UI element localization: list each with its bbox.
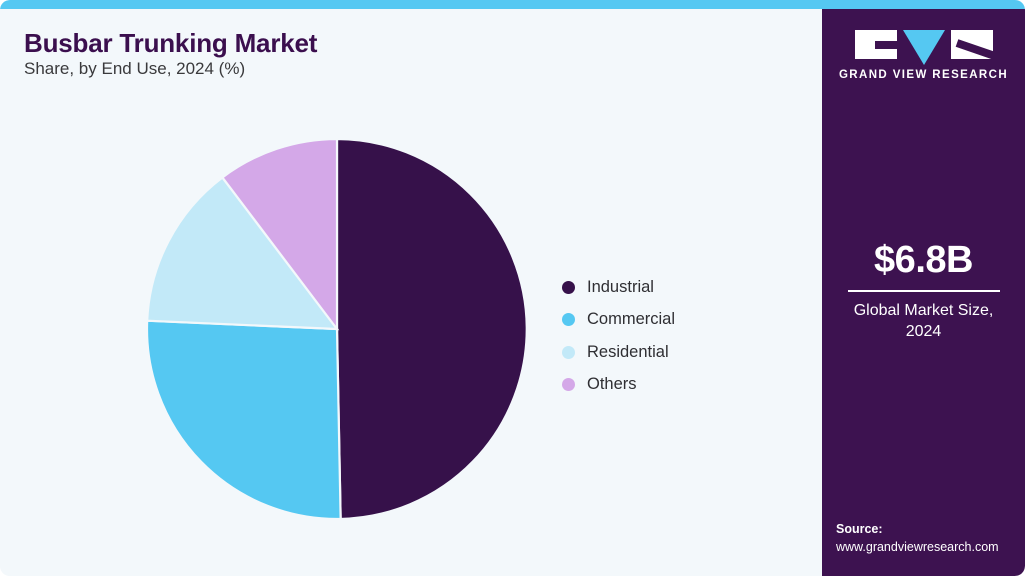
market-size-stat: $6.8B Global Market Size, 2024 <box>822 239 1025 342</box>
chart-content-area: Busbar Trunking Market Share, by End Use… <box>0 9 822 576</box>
market-size-label: Global Market Size, 2024 <box>853 301 994 340</box>
source-title: Source: <box>836 521 883 536</box>
page-subtitle: Share, by End Use, 2024 (%) <box>24 59 246 78</box>
logo-marks <box>822 30 1025 65</box>
pie-slice-group <box>146 138 528 520</box>
top-accent-bar <box>0 0 1025 9</box>
pie-slice-residential[interactable] <box>146 175 340 331</box>
stat-divider <box>847 289 1000 292</box>
legend-label-residential: Residential <box>587 342 669 361</box>
pie-slice-industrial[interactable] <box>335 138 528 520</box>
source-url[interactable]: www.grandviewresearch.com <box>836 539 999 554</box>
legend-swatch-residential <box>562 345 575 359</box>
legend-label-industrial: Industrial <box>587 277 654 296</box>
source-block: Source: www.grandviewresearch.com <box>836 520 1025 556</box>
pie-slice-commercial[interactable] <box>146 319 342 520</box>
pie-slice-others[interactable] <box>220 138 339 333</box>
chart-legend: Industrial Commercial Residential Others <box>562 271 792 401</box>
logo-r-icon <box>950 30 993 59</box>
logo-v-triangle-icon <box>902 30 945 65</box>
legend-item-others[interactable]: Others <box>562 369 792 402</box>
legend-item-commercial[interactable]: Commercial <box>562 304 792 337</box>
brand-panel: GRAND VIEW RESEARCH $6.8B Global Market … <box>822 9 1025 576</box>
legend-label-commercial: Commercial <box>587 310 676 329</box>
pie-chart-svg <box>146 138 528 520</box>
pie-chart <box>146 138 528 520</box>
legend-item-residential[interactable]: Residential <box>562 336 792 369</box>
legend-swatch-industrial <box>562 280 575 294</box>
legend-swatch-others <box>562 378 575 392</box>
legend-label-others: Others <box>587 375 637 394</box>
legend-item-industrial[interactable]: Industrial <box>562 271 792 304</box>
logo-g-icon <box>854 30 897 59</box>
market-size-value: $6.8B <box>874 239 973 281</box>
legend-swatch-commercial <box>562 313 575 327</box>
grand-view-research-logo: GRAND VIEW RESEARCH <box>822 30 1025 81</box>
logo-wordmark: GRAND VIEW RESEARCH <box>838 69 1009 81</box>
page-title: Busbar Trunking Market <box>24 28 318 58</box>
